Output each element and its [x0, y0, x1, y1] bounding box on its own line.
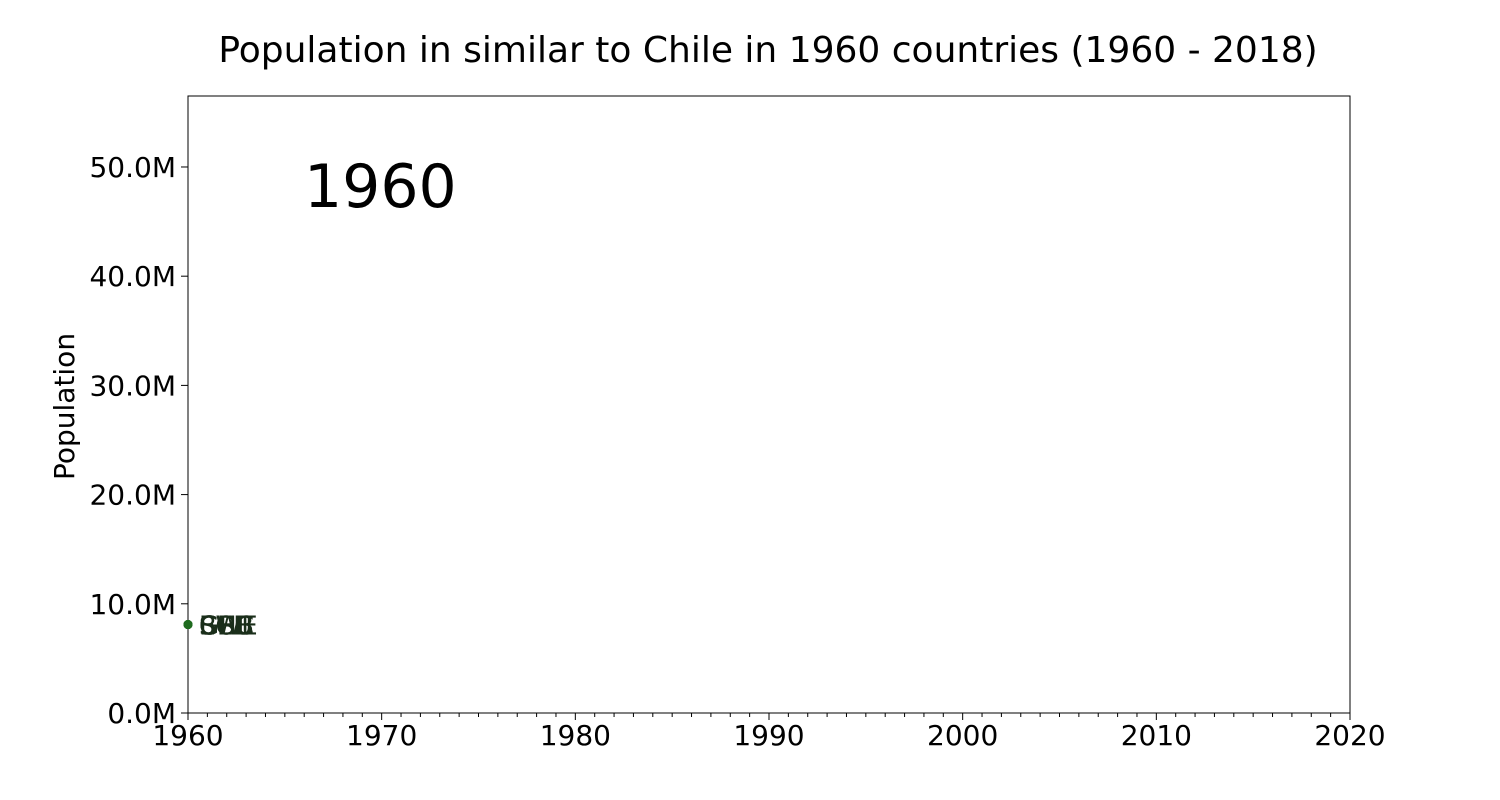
y-tick-label: 20.0M: [89, 479, 176, 512]
y-tick-label: 0.0M: [107, 697, 176, 730]
x-tick-label: 2000: [927, 719, 998, 752]
y-tick-label: 40.0M: [89, 260, 176, 293]
x-tick-label: 1970: [346, 719, 417, 752]
x-tick-label: 1960: [152, 719, 223, 752]
chart-title: Population in similar to Chile in 1960 c…: [218, 30, 1318, 71]
series-label: CUB: [199, 612, 254, 642]
y-axis-label: Population: [48, 333, 81, 480]
x-tick-label: 1980: [540, 719, 611, 752]
y-tick-label: 50.0M: [89, 151, 176, 184]
series-label: GRC: [199, 612, 254, 642]
year-annotation: 1960: [304, 152, 457, 222]
x-tick-label: 2010: [1121, 719, 1192, 752]
series-label: SWE: [199, 612, 258, 642]
y-tick-label: 10.0M: [89, 588, 176, 621]
series-label: CHL: [199, 612, 252, 642]
x-tick-label: 1990: [733, 719, 804, 752]
data-point: [183, 620, 193, 630]
x-tick-label: 2020: [1314, 719, 1385, 752]
y-tick-label: 30.0M: [89, 369, 176, 402]
series-label: ECU: [199, 612, 253, 642]
series-label: BEL: [199, 612, 248, 642]
